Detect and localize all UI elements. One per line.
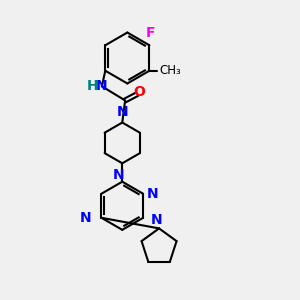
Text: N: N (116, 105, 128, 119)
Text: N: N (96, 79, 108, 93)
Text: N: N (146, 187, 158, 201)
Text: H: H (87, 79, 98, 93)
Text: O: O (133, 85, 145, 99)
Text: N: N (113, 168, 125, 182)
Text: F: F (146, 26, 156, 40)
Text: CH₃: CH₃ (159, 64, 181, 77)
Text: N: N (150, 213, 162, 227)
Text: N: N (80, 211, 92, 225)
